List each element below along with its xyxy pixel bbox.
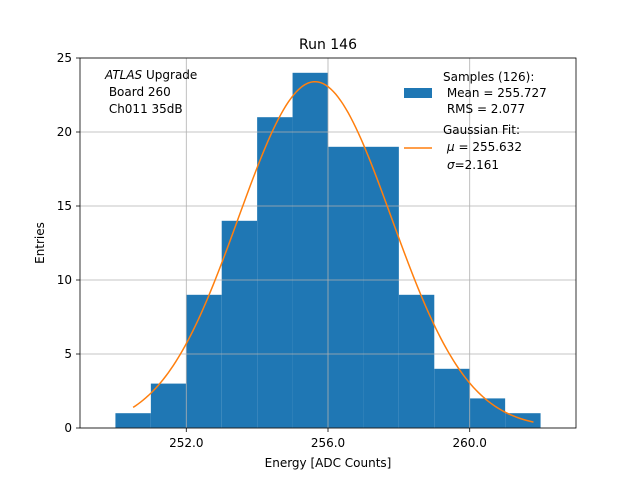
histogram-bar (363, 146, 399, 429)
legend-sigma-line: σ=2.161 (447, 158, 499, 172)
annotation-upgrade: Upgrade (142, 68, 197, 82)
annotation-board: Board 260 (105, 85, 171, 99)
legend-fit-title: Gaussian Fit: (443, 123, 520, 137)
annotation-line-1: ATLAS Upgrade (104, 68, 197, 82)
histogram-bar (434, 368, 470, 428)
x-axis-label: Energy [ADC Counts] (265, 456, 392, 470)
annotation-channel: Ch011 35dB (105, 102, 183, 116)
y-tick-label: 15 (57, 199, 72, 213)
x-tick-label: 260.0 (453, 436, 487, 450)
legend-mu-symbol: μ (446, 140, 455, 154)
histogram-bar (328, 146, 364, 429)
x-axis-ticks: 252.0 256.0 260.0 (169, 428, 487, 450)
y-axis-ticks: 0 5 10 15 20 25 (57, 51, 80, 435)
chart-title: Run 146 (299, 37, 357, 53)
legend-rms-line: RMS = 2.077 (443, 102, 525, 116)
legend-samples-line: Samples (126): (443, 70, 534, 84)
legend-sigma-symbol: σ (447, 158, 455, 172)
gaussian-fit-curve (132, 80, 534, 423)
histogram-bar (221, 220, 258, 428)
y-axis-label: Entries (33, 222, 47, 264)
legend-histogram-swatch (404, 88, 432, 98)
histogram-bar (257, 117, 293, 428)
y-tick-label: 25 (57, 51, 72, 65)
y-tick-label: 10 (57, 273, 72, 287)
histogram-bar (469, 398, 506, 428)
y-tick-label: 0 (64, 421, 72, 435)
histogram-bar (150, 383, 187, 428)
legend: Samples (126): Mean = 255.727 RMS = 2.07… (404, 70, 547, 172)
legend-mu-line: μ = 255.632 (446, 140, 522, 154)
histogram-bar (186, 294, 222, 428)
x-tick-label: 252.0 (169, 436, 203, 450)
histogram-bar (115, 413, 151, 428)
histogram-bar (398, 294, 435, 428)
annotation-atlas: ATLAS (104, 68, 143, 82)
legend-mu-value: = 255.632 (455, 140, 522, 154)
legend-sigma-value: =2.161 (455, 158, 499, 172)
y-tick-label: 20 (57, 125, 72, 139)
histogram-bar (292, 72, 328, 429)
y-tick-label: 5 (64, 347, 72, 361)
atlas-annotation: ATLAS Upgrade Board 260 Ch011 35dB (104, 68, 197, 116)
x-tick-label: 256.0 (311, 436, 345, 450)
legend-mean-line: Mean = 255.727 (443, 86, 547, 100)
